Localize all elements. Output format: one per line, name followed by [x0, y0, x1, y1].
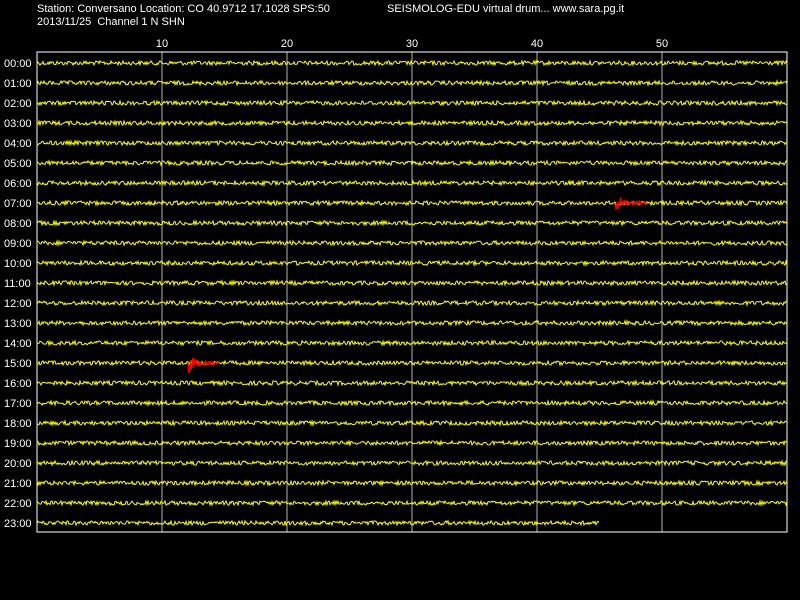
- row-label: 10:00: [4, 258, 32, 270]
- row-label: 16:00: [4, 378, 32, 390]
- x-tick-label: 20: [281, 38, 293, 50]
- event-layer: [187, 197, 648, 374]
- row-label: 04:00: [4, 138, 32, 150]
- trace-row-13:00: [36, 318, 788, 327]
- row-label: 15:00: [4, 358, 32, 370]
- x-tick-label: 50: [656, 38, 668, 50]
- trace-row-09:00: [36, 239, 788, 247]
- trace-layer: [36, 59, 788, 527]
- trace-row-23:00: [36, 519, 600, 527]
- event-trace-15:00: [187, 357, 220, 374]
- grid-layer: [36, 51, 788, 533]
- trace-row-12:00: [36, 299, 788, 307]
- trace-row-10:00: [36, 258, 788, 268]
- row-label: 21:00: [4, 478, 32, 490]
- row-label: 11:00: [4, 278, 31, 290]
- trace-row-15:00: [36, 359, 788, 367]
- trace-row-17:00: [36, 399, 788, 407]
- trace-row-08:00: [36, 219, 788, 227]
- row-label: 14:00: [4, 338, 32, 350]
- row-label: 18:00: [4, 418, 32, 430]
- event-trace-07:00: [613, 197, 648, 210]
- row-label: 12:00: [4, 298, 32, 310]
- row-label: 00:00: [4, 58, 32, 70]
- trace-row-05:00: [36, 159, 788, 167]
- row-label: 08:00: [4, 218, 32, 230]
- trace-row-07:00: [36, 199, 788, 207]
- x-tick-label: 10: [156, 38, 168, 50]
- trace-row-16:00: [36, 379, 788, 387]
- trace-row-02:00: [36, 99, 788, 107]
- row-label: 02:00: [4, 98, 32, 110]
- row-label: 20:00: [4, 458, 32, 470]
- trace-row-19:00: [36, 439, 788, 447]
- x-tick-label: 30: [406, 38, 418, 50]
- row-label: 01:00: [4, 78, 32, 90]
- hour-row-labels: 00:00 01:00 02:00 03:00 04:00 05:00 06:00 07:00…: [4, 58, 32, 530]
- row-label: 13:00: [4, 318, 32, 330]
- row-label: 23:00: [4, 518, 32, 530]
- x-tick-labels: 10 20 30 40 50: [156, 38, 668, 50]
- trace-row-18:00: [36, 419, 788, 428]
- row-label: 03:00: [4, 118, 32, 130]
- trace-row-06:00: [36, 178, 788, 188]
- row-label: 05:00: [4, 158, 32, 170]
- row-label: 17:00: [4, 398, 32, 410]
- date-channel-info: 2013/11/25 Channel 1 N SHN: [37, 16, 185, 28]
- trace-row-01:00: [36, 79, 788, 87]
- trace-row-04:00: [36, 139, 788, 147]
- trace-row-14:00: [36, 339, 788, 347]
- trace-row-03:00: [36, 119, 788, 128]
- app-brand: SEISMOLOG-EDU virtual drum... www.sara.p…: [387, 3, 625, 15]
- trace-row-20:00: [36, 459, 788, 467]
- trace-row-11:00: [36, 279, 788, 287]
- trace-row-00:00: [36, 59, 788, 67]
- row-label: 07:00: [4, 198, 32, 210]
- row-label: 22:00: [4, 498, 32, 510]
- trace-row-22:00: [36, 499, 788, 507]
- row-label: 09:00: [4, 238, 32, 250]
- row-label: 19:00: [4, 438, 32, 450]
- row-label: 06:00: [4, 178, 32, 190]
- trace-row-21:00: [36, 479, 788, 487]
- x-tick-label: 40: [531, 38, 543, 50]
- station-info: Station: Conversano Location: CO 40.9712…: [37, 3, 330, 15]
